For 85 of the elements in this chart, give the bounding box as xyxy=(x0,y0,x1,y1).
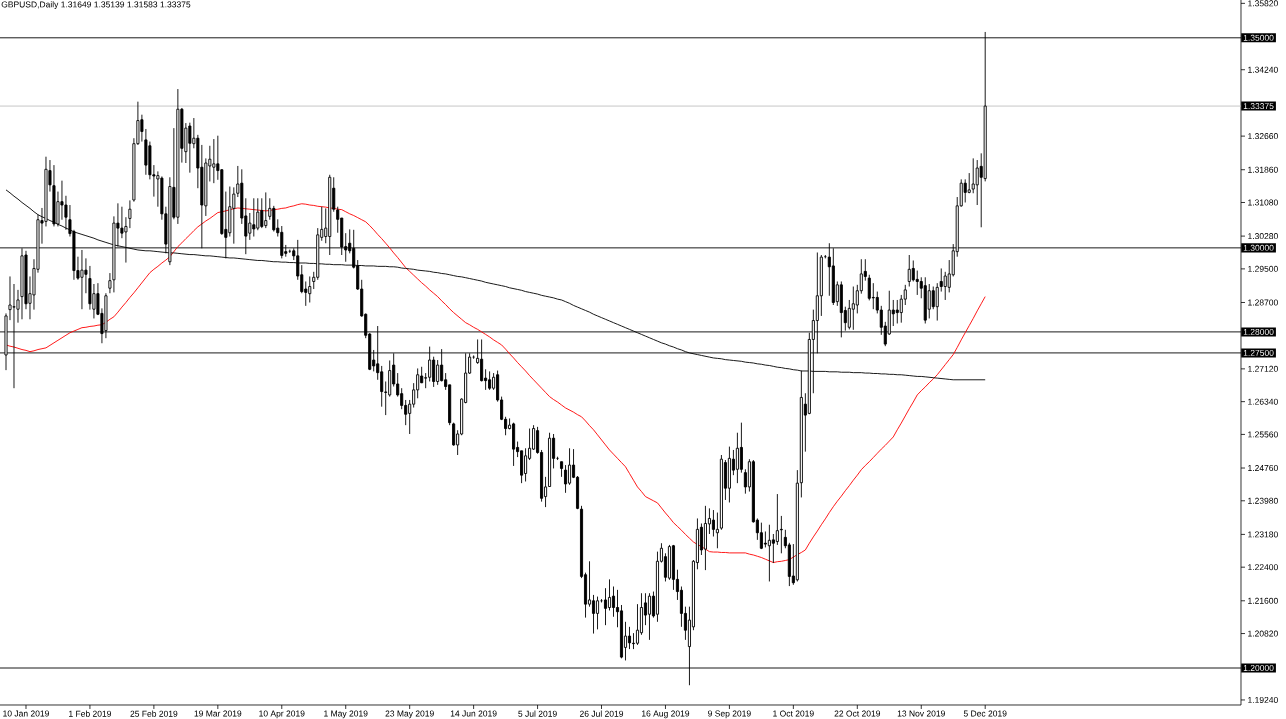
candlestick xyxy=(915,270,919,296)
ref-line-label: 1.35000 xyxy=(1243,34,1274,41)
y-tick-label: 1.27120 xyxy=(1248,365,1278,372)
candlestick xyxy=(607,578,612,611)
y-tick-label: 1.31860 xyxy=(1248,166,1278,173)
candlestick xyxy=(775,493,779,546)
candlestick xyxy=(635,603,640,646)
chart-title: GBPUSD,Daily 1.31649 1.35139 1.31583 1.33375 xyxy=(1,1,191,10)
candlestick xyxy=(771,533,775,564)
candlestick xyxy=(767,524,771,582)
y-tick-label: 1.28700 xyxy=(1248,299,1278,306)
y-tick-label: 1.19240 xyxy=(1248,696,1278,703)
x-tick-label: 9 Sep 2019 xyxy=(708,710,751,719)
x-tick-label: 10 Jan 2019 xyxy=(3,710,49,717)
candlestick xyxy=(380,365,384,408)
candlestick xyxy=(212,138,216,184)
y-tick-label: 1.24760 xyxy=(1248,465,1278,472)
x-tick-label: 1 May 2019 xyxy=(324,710,368,719)
candlestick xyxy=(971,157,975,194)
candlestick xyxy=(779,515,783,554)
candlestick xyxy=(308,275,312,303)
candlestick xyxy=(568,447,572,486)
x-tick-label: 14 Jun 2019 xyxy=(450,710,497,717)
candlestick xyxy=(631,632,636,650)
x-tick-label: 13 Nov 2019 xyxy=(897,710,945,717)
x-tick-label: 19 Mar 2019 xyxy=(194,710,242,717)
candlestick xyxy=(867,274,871,301)
x-tick-label: 1 Feb 2019 xyxy=(69,710,112,717)
ref-line-label: 1.27500 xyxy=(1243,349,1274,356)
candlestick xyxy=(939,268,943,293)
ref-line-label: 1.28000 xyxy=(1243,328,1274,335)
x-tick-label: 22 Oct 2019 xyxy=(834,710,881,717)
candlestick xyxy=(847,299,851,330)
candlestick xyxy=(627,626,632,650)
candlestick xyxy=(256,197,260,231)
x-tick-label: 5 Jul 2019 xyxy=(518,710,557,717)
candlestick xyxy=(931,286,935,310)
x-tick-label: 23 May 2019 xyxy=(385,710,434,719)
candlestick xyxy=(943,271,947,301)
candlestick xyxy=(432,356,436,388)
x-tick-label: 26 Jul 2019 xyxy=(579,710,624,717)
y-tick-label: 1.31080 xyxy=(1248,199,1278,206)
candlestick xyxy=(564,464,568,494)
candlestick xyxy=(763,531,767,548)
candlestick xyxy=(895,299,899,324)
candlestick xyxy=(264,191,268,229)
candlestick xyxy=(188,122,192,174)
candlestick xyxy=(647,592,651,641)
candlestick xyxy=(591,594,596,635)
candlestick xyxy=(711,509,715,537)
x-tick-label: 1 Oct 2019 xyxy=(773,710,814,717)
x-tick-label: 16 Aug 2019 xyxy=(642,710,690,719)
candlestick xyxy=(739,422,743,474)
y-tick-label: 1.22400 xyxy=(1248,564,1278,571)
candlestick xyxy=(907,254,911,287)
y-tick-label: 1.32660 xyxy=(1248,133,1278,140)
y-tick-label: 1.34240 xyxy=(1248,66,1278,73)
candlestick xyxy=(252,197,256,237)
x-tick-label: 10 Apr 2019 xyxy=(259,710,305,719)
ref-line-label: 1.33375 xyxy=(1243,103,1274,110)
x-tick-label: 5 Dec 2019 xyxy=(963,710,1007,717)
candlestick xyxy=(436,359,440,386)
candlestick xyxy=(759,522,763,550)
candlestick xyxy=(935,282,939,322)
ref-line-label: 1.20000 xyxy=(1243,665,1274,672)
y-tick-label: 1.26340 xyxy=(1248,398,1278,405)
candlestick xyxy=(488,370,492,391)
ref-line-label: 1.30000 xyxy=(1243,244,1274,251)
y-tick-label: 1.30280 xyxy=(1248,233,1278,240)
y-tick-label: 1.29500 xyxy=(1248,265,1278,272)
candlestick xyxy=(975,159,979,206)
y-tick-label: 1.23180 xyxy=(1248,531,1278,538)
x-tick-label: 25 Feb 2019 xyxy=(130,710,178,717)
y-tick-label: 1.23980 xyxy=(1248,497,1278,504)
candlestick xyxy=(524,447,528,482)
candlestick xyxy=(735,432,739,484)
candlestick xyxy=(715,512,719,549)
candlestick xyxy=(911,260,915,282)
y-tick-label: 1.35820 xyxy=(1248,0,1278,7)
candlestick xyxy=(611,586,616,618)
y-tick-label: 1.20820 xyxy=(1248,630,1278,637)
candlestick xyxy=(927,283,931,319)
candlestick xyxy=(963,178,967,203)
y-tick-label: 1.21600 xyxy=(1248,597,1278,604)
y-tick-label: 1.25560 xyxy=(1248,431,1278,438)
